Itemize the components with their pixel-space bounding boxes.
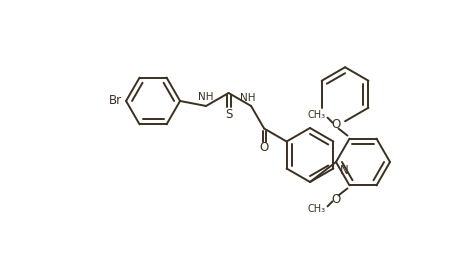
Text: CH₃: CH₃ xyxy=(307,110,326,120)
Text: Br: Br xyxy=(109,95,122,108)
Text: O: O xyxy=(331,118,340,131)
Text: NH: NH xyxy=(198,92,214,102)
Text: S: S xyxy=(225,108,232,121)
Text: O: O xyxy=(331,193,340,206)
Text: NH: NH xyxy=(241,93,256,103)
Text: O: O xyxy=(259,141,269,154)
Text: N: N xyxy=(339,164,348,177)
Text: CH₃: CH₃ xyxy=(307,204,326,214)
